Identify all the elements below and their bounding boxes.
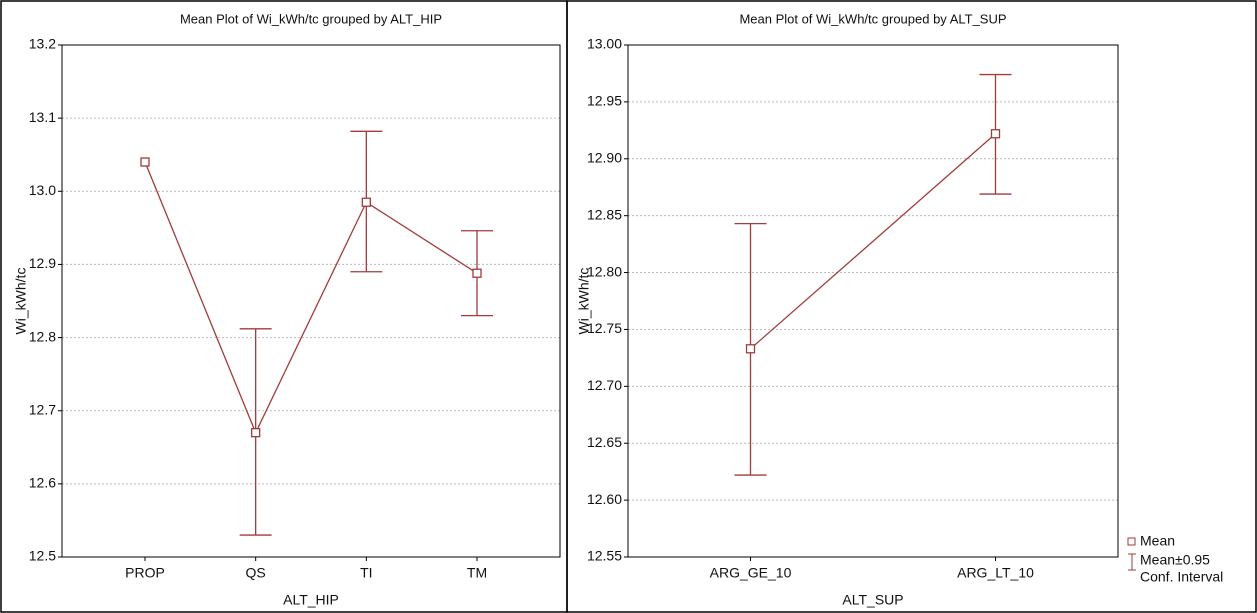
y-tick-label: 12.75 (587, 320, 622, 336)
x-tick-label: ARG_GE_10 (710, 565, 792, 581)
mean-line (144, 161, 478, 435)
y-tick-label: 12.80 (587, 263, 622, 279)
y-tick-label: 12.70 (587, 377, 622, 393)
x-axis-label: ALT_HIP (283, 592, 339, 608)
y-tick-label: 12.60 (587, 491, 622, 507)
plot-frame (627, 44, 1119, 558)
x-tick-label: ARG_LT_10 (957, 565, 1034, 581)
x-tick-label: QS (246, 565, 266, 581)
legend-entry: Mean (1140, 533, 1175, 549)
legend-marker (1128, 553, 1136, 571)
x-tick-label: PROP (125, 565, 165, 581)
mean-marker (990, 129, 1001, 139)
mean-marker (251, 428, 261, 438)
panel-border (566, 0, 1257, 613)
y-tick-label: 12.5 (29, 548, 56, 564)
y-tick-label: 12.85 (587, 206, 622, 222)
y-tick-label: 13.00 (587, 36, 622, 52)
y-tick-label: 12.6 (29, 475, 56, 491)
y-tick-label: 13.0 (29, 182, 56, 198)
legend-entry: Conf. Interval (1140, 569, 1223, 585)
x-axis-label: ALT_SUP (842, 592, 903, 608)
mean-marker (745, 344, 756, 354)
y-tick-label: 12.7 (29, 401, 56, 417)
x-tick-label: TM (467, 565, 487, 581)
y-axis-label: Wi_kWh/tc (576, 268, 592, 335)
y-tick-label: 12.65 (587, 434, 622, 450)
plot-frame (61, 44, 561, 558)
legend-entry: Mean±0.95 (1140, 552, 1210, 568)
mean-line (750, 133, 996, 350)
mean-marker (472, 268, 482, 278)
y-axis-label: Wi_kWh/tc (13, 268, 29, 335)
y-tick-label: 12.90 (587, 149, 622, 165)
panel-border (0, 0, 568, 613)
y-tick-label: 12.8 (29, 328, 56, 344)
y-tick-label: 12.55 (587, 548, 622, 564)
mean-marker (140, 157, 150, 167)
chart-title: Mean Plot of Wi_kWh/tc grouped by ALT_HI… (180, 11, 442, 26)
y-tick-label: 13.2 (29, 36, 56, 52)
y-tick-label: 12.95 (587, 93, 622, 109)
y-tick-label: 13.1 (29, 109, 56, 125)
x-tick-label: TI (360, 565, 372, 581)
y-tick-label: 12.9 (29, 255, 56, 271)
legend-marker (1127, 537, 1136, 546)
mean-marker (361, 197, 371, 207)
chart-title: Mean Plot of Wi_kWh/tc grouped by ALT_SU… (739, 11, 1006, 26)
